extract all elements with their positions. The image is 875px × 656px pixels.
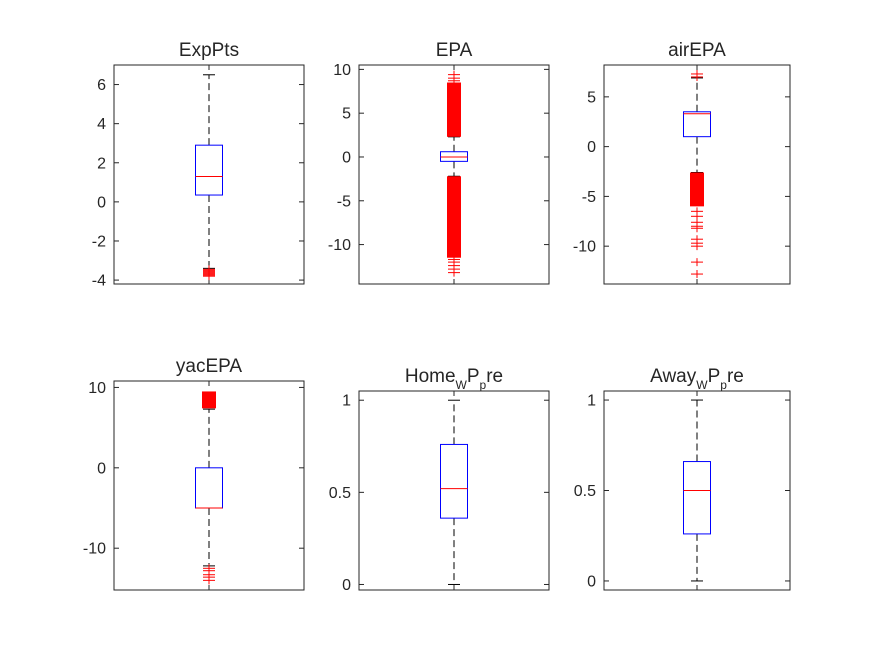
y-tick-label: 10 [88,380,106,397]
chart-panel-5: 0 0.5 1 HomeWPpre [329,366,550,594]
y-tick-label: -10 [83,541,106,558]
y-tick-label: 1 [342,393,351,410]
outlier-marker [691,270,703,279]
box-iqr [195,144,223,196]
outlier-marker [448,268,460,277]
y-tick-label: 4 [97,116,106,133]
y-tick-label: 0 [97,194,106,211]
panel-title: EPA [436,40,473,61]
panel-title: AwayWPpre [650,366,744,392]
y-tick-label: -10 [573,239,596,256]
y-tick-label: -10 [328,237,351,254]
axes-frame [113,64,305,285]
y-tick-label: 5 [587,89,596,106]
y-tick-label: 6 [97,77,106,94]
chart-panel-4: -10 0 10 yacEPA [83,356,305,591]
title-part: re [486,366,503,387]
y-tick-label: -5 [337,193,351,210]
y-tick-label: 0.5 [329,485,351,502]
panel-title: HomeWPpre [405,366,503,392]
title-part: W [696,378,708,392]
y-tick-label: 0 [587,573,596,590]
outlier-band [690,172,704,207]
outlier-band [447,82,461,137]
box-iqr [683,461,711,535]
y-tick-label: 0 [342,149,351,166]
y-tick-label: 1 [587,393,596,410]
y-tick-label: -5 [582,189,596,206]
outlier-marker [203,576,215,585]
title-part: re [727,366,744,387]
y-tick-label: -2 [92,233,106,250]
y-tick-label: 0 [587,139,596,156]
panel-title: yacEPA [176,356,243,377]
y-tick-label: 2 [97,155,106,172]
outlier-band [202,391,216,409]
y-tick-label: 0 [97,460,106,477]
title-part: p [480,378,487,392]
outlier-marker [203,272,215,281]
box-iqr [683,111,711,138]
y-tick-label: 5 [342,106,351,123]
panel-title: airEPA [668,40,726,61]
y-tick-label: 10 [333,62,351,79]
chart-panel-1: -4 -2 0 2 4 6 ExpPts [92,40,305,290]
outlier-marker [691,224,703,233]
chart-panel-2: -10 -5 0 5 10 EPA [328,40,550,285]
chart-panel-3: -10 -5 0 5 airEPA [573,40,791,285]
box-iqr [440,443,468,519]
outlier-marker [691,69,703,78]
y-tick-label: 0.5 [574,483,596,500]
outlier-marker [691,242,703,251]
title-part: P [708,366,721,387]
title-part: p [720,378,727,392]
outlier-marker [691,258,703,267]
outlier-marker [448,76,460,85]
title-part: P [467,366,480,387]
title-part: Home [405,366,456,387]
y-tick-label: 0 [342,577,351,594]
y-tick-label: -4 [92,273,106,290]
title-part: W [456,378,468,392]
chart-panel-6: 0 0.5 1 AwayWPpre [574,366,791,591]
outlier-band [447,176,461,258]
panel-title: ExpPts [179,40,239,61]
title-part: Away [650,366,697,387]
